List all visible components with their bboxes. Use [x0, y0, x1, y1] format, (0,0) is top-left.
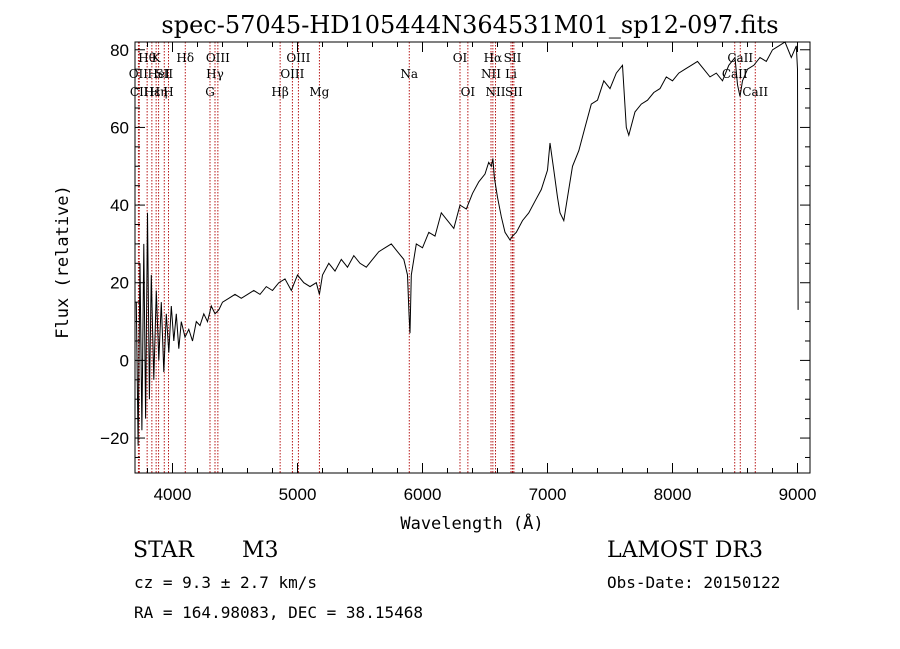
line-label-sii: SII [155, 67, 173, 81]
line-label-k: K [152, 51, 162, 65]
line-label-sii: SII [505, 85, 523, 99]
line-label-hγ: Hγ [206, 67, 224, 81]
chart-title: spec-57045-HD105444N364531M01_sp12-097.f… [161, 11, 778, 39]
line-label-mg: Mg [309, 85, 329, 99]
line-label-oi: OI [461, 85, 476, 99]
line-label-li: Li [505, 67, 517, 81]
line-label-h: H [163, 85, 173, 99]
y-tick-label: 40 [110, 196, 129, 215]
spectrum-chart: spec-57045-HD105444N364531M01_sp12-097.f… [53, 11, 816, 534]
x-tick-label: 5000 [279, 485, 317, 504]
line-label-oi: OI [453, 51, 468, 65]
line-label-hβ: Hβ [271, 85, 288, 99]
y-axis-label: Flux (relative) [53, 185, 73, 339]
coordinates-readout: RA = 164.98083, DEC = 38.15468 [134, 603, 423, 622]
line-label-oiii: OIII [280, 67, 304, 81]
line-label-oiii: OIII [286, 51, 310, 65]
y-tick-label: −20 [100, 429, 129, 448]
emission-line-markers [137, 42, 756, 473]
line-label-hε: Hε [144, 85, 161, 99]
line-label-nii: NII [486, 85, 506, 99]
line-label-hη: Hη [150, 85, 168, 99]
line-label-caii: CaII [742, 85, 768, 99]
x-axis-label: Wavelength (Å) [400, 512, 543, 534]
line-label-nii: NII [481, 67, 501, 81]
redshift-readout: cz = 9.3 ± 2.7 km/s [134, 573, 318, 592]
line-label-caii: CaII [727, 51, 753, 65]
x-tick-label: 8000 [654, 485, 692, 504]
y-tick-label: 0 [120, 351, 129, 370]
x-tick-label: 9000 [779, 485, 817, 504]
y-tick-label: 60 [110, 118, 129, 137]
line-label-sii: SII [504, 51, 522, 65]
survey-name: LAMOST DR3 [607, 538, 763, 563]
x-tick-label: 4000 [154, 485, 192, 504]
line-label-caii: CaII [722, 67, 748, 81]
spectrum-line [135, 41, 799, 446]
line-label-oii: OII [129, 67, 149, 81]
line-label-hα: Hα [484, 51, 503, 65]
axis-ticks: 4000 5000 6000 7000 8000 9000 −20 0 20 40 60 80 [100, 41, 816, 504]
y-tick-label: 20 [110, 274, 129, 293]
line-label-oiii: OIII [206, 51, 230, 65]
line-label-cii: CII [130, 85, 149, 99]
line-label-hei: HeI [147, 67, 170, 81]
y-tick-label: 80 [110, 41, 129, 60]
line-label-na: Na [400, 67, 418, 81]
line-label-hθ: Hθ [138, 51, 156, 65]
observation-date: Obs-Date: 20150122 [607, 573, 781, 592]
x-tick-label: 7000 [529, 485, 567, 504]
x-tick-label: 6000 [404, 485, 442, 504]
line-label-hδ: Hδ [176, 51, 194, 65]
plot-frame [134, 41, 811, 474]
spectral-subclass: M3 [242, 538, 279, 563]
object-class: STAR [133, 538, 194, 563]
line-label-g: G [205, 85, 215, 99]
